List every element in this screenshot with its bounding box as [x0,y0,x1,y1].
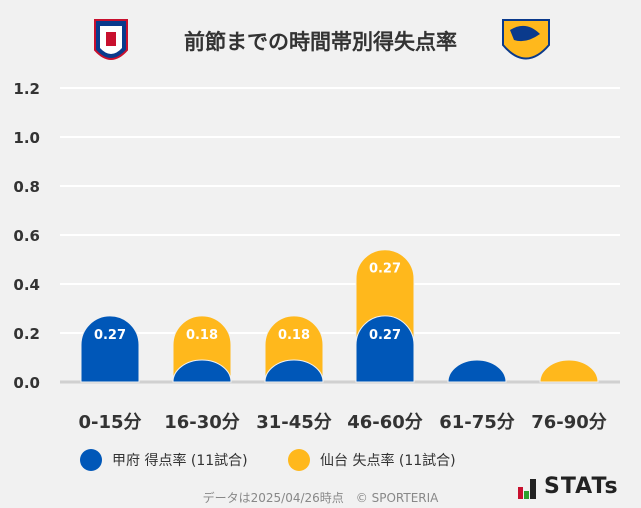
legend-swatch-yellow [288,449,310,471]
y-tick-label: 0.6 [13,227,40,245]
home-team-logo [94,19,128,60]
x-tick-label: 16-30分 [164,412,240,433]
stats-logo: STATs [518,474,619,499]
bar-home-score [172,359,232,383]
stats-bars-icon [518,479,536,499]
footer-note: データは2025/04/26時点 © SPORTERIA [202,491,439,505]
legend-label: 仙台 失点率 (11試合) [320,453,456,469]
bar-away-concede [539,359,599,383]
legend-swatch-blue [80,449,102,471]
y-tick-label: 0.2 [13,325,40,343]
data-label: 0.27 [369,328,401,343]
bar-home-score [264,359,324,383]
bar-home-score [355,315,415,383]
data-label: 0.27 [369,262,401,277]
legend-item-away: 仙台 失点率 (11試合) [288,449,456,471]
y-tick-label: 0.8 [13,178,40,196]
data-label: 0.18 [278,328,310,343]
y-tick-label: 0.0 [13,374,40,392]
y-tick-label: 0.4 [13,276,40,294]
chart-title: 前節までの時間帯別得失点率 [184,30,457,54]
y-tick-label: 1.2 [13,80,40,98]
y-tick-label: 1.0 [13,129,40,147]
bar-home-score [80,315,140,383]
x-tick-label: 46-60分 [347,412,423,433]
data-label: 0.27 [94,328,126,343]
data-label: 0.18 [186,328,218,343]
x-tick-label: 0-15分 [78,412,141,433]
x-tick-label: 61-75分 [439,412,515,433]
legend-label: 甲府 得点率 (11試合) [112,453,248,469]
bar-home-score [447,359,507,383]
legend-item-home: 甲府 得点率 (11試合) [80,449,248,471]
away-team-logo [502,19,550,60]
x-tick-label: 31-45分 [256,412,332,433]
x-tick-label: 76-90分 [531,412,607,433]
